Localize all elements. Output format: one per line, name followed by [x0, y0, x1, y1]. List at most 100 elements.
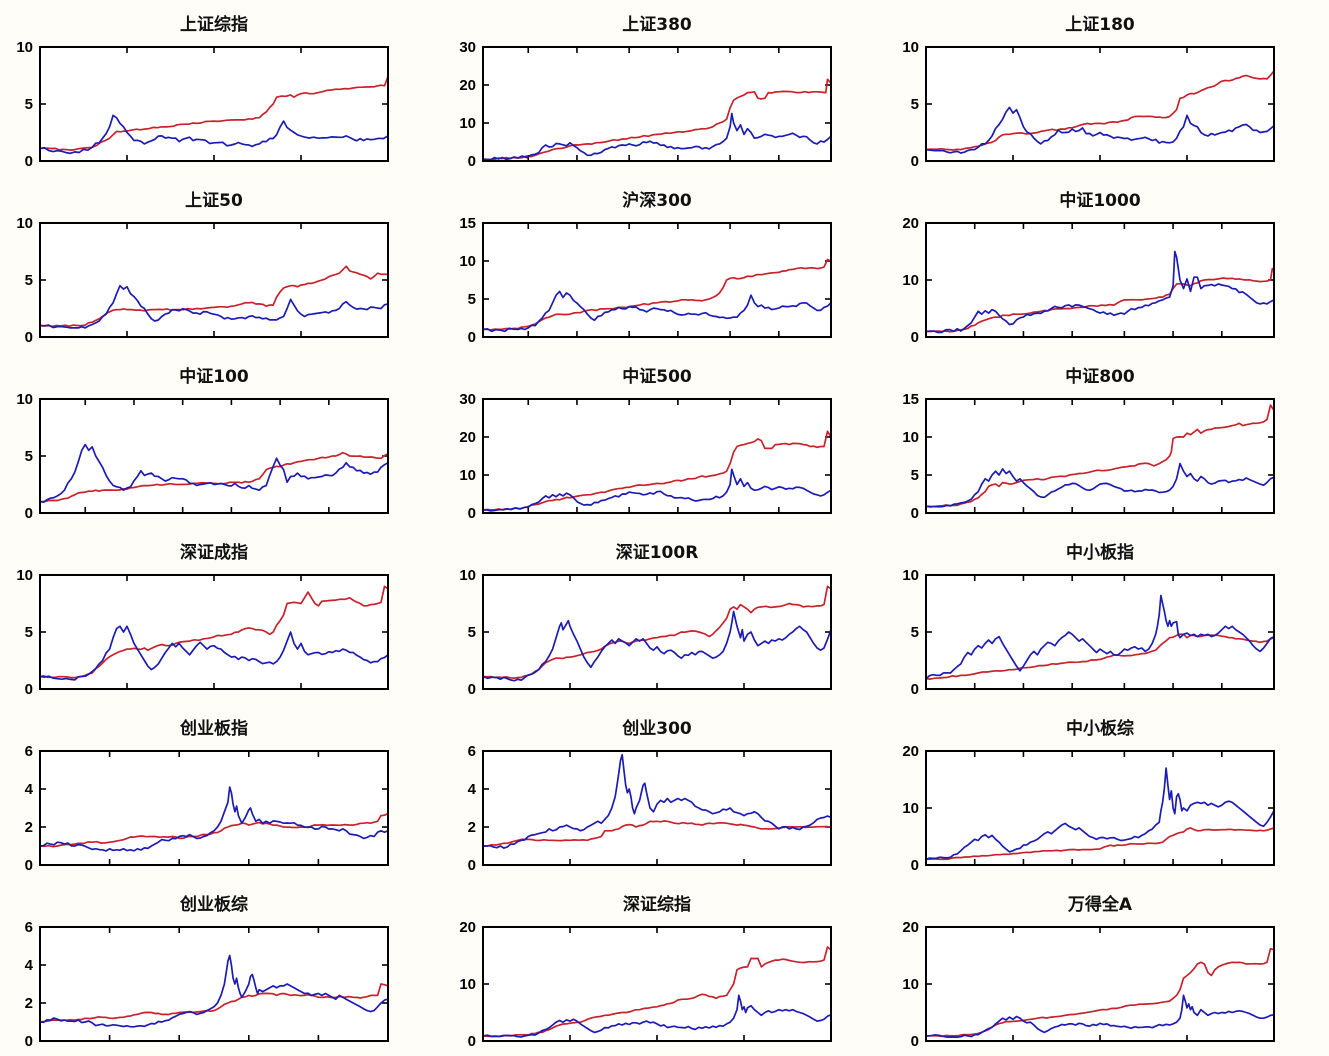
y-tick-label: 30: [459, 39, 476, 56]
chart-title: 沪深300: [622, 190, 692, 211]
subplot-3: 上证180 0 5 10: [886, 0, 1329, 176]
y-tick-label: 30: [459, 391, 476, 408]
red-line: [482, 820, 832, 847]
chart-canvas: 万得全A 0 10 20: [902, 894, 1275, 1050]
axis-box: [39, 750, 389, 866]
y-tick-label: 10: [459, 976, 476, 993]
chart-title: 万得全A: [1067, 894, 1133, 915]
chart-canvas: 中证100 0 5 10: [16, 366, 389, 522]
blue-line: [39, 284, 389, 329]
blue-line: [482, 610, 832, 682]
chart-canvas: 中证800 0 5 10 15: [902, 366, 1275, 522]
chart-canvas: 上证180 0 5 10: [902, 15, 1275, 170]
chart-title: 中小板指: [1066, 542, 1134, 563]
y-tick-label: 5: [911, 467, 919, 484]
chart-title: 上证380: [622, 15, 692, 35]
red-line: [925, 827, 1275, 861]
y-tick-label: 10: [16, 215, 33, 232]
y-tick-label: 0: [25, 329, 33, 346]
subplot-5: 沪深300 0 5 10 15: [443, 176, 886, 352]
subplot-8: 中证500 0 10 20 30: [443, 352, 886, 528]
y-tick-label: 10: [459, 115, 476, 132]
chart-canvas: 沪深300 0 5 10 15: [459, 190, 832, 346]
axis-box: [482, 926, 832, 1042]
axis-box: [925, 398, 1275, 514]
blue-line: [482, 112, 832, 161]
chart-title: 创业板指: [179, 718, 248, 739]
y-tick-label: 15: [902, 391, 919, 408]
chart-title: 上证50: [185, 191, 243, 211]
subplot-4: 上证50 0 5 10: [0, 176, 443, 352]
y-tick-label: 10: [902, 800, 919, 817]
subplot-14: 创业300 0 2 4 6: [443, 704, 886, 880]
axis-box: [482, 398, 832, 514]
chart-canvas: 深证100R 0 5 10: [459, 542, 832, 698]
blue-line: [925, 767, 1275, 861]
chart-title: 中小板综: [1066, 718, 1134, 739]
y-tick-label: 20: [902, 743, 919, 760]
blue-line: [39, 625, 389, 681]
red-line: [39, 983, 389, 1023]
blue-line: [925, 594, 1275, 680]
plot-area: [40, 575, 388, 689]
y-tick-label: 0: [25, 505, 33, 522]
subplot-11: 深证100R 0 5 10: [443, 528, 886, 704]
red-line: [482, 430, 832, 511]
axis-box: [39, 574, 389, 690]
blue-line: [925, 462, 1275, 508]
chart-canvas: 深证综指 0 10 20: [459, 894, 832, 1050]
chart-title: 深证100R: [616, 542, 699, 563]
subplot-9: 中证800 0 5 10 15: [886, 352, 1329, 528]
blue-line: [482, 468, 832, 512]
chart-title: 深证成指: [180, 542, 248, 563]
chart-title: 上证综指: [180, 14, 248, 35]
y-tick-label: 10: [902, 39, 919, 56]
plot-area: [483, 399, 831, 513]
axis-box: [925, 46, 1275, 162]
chart-title: 上证180: [1065, 15, 1135, 35]
subplot-10: 深证成指 0 5 10: [0, 528, 443, 704]
y-tick-label: 5: [25, 96, 33, 113]
y-tick-label: 6: [468, 743, 476, 760]
chart-canvas: 中证500 0 10 20 30: [459, 366, 832, 522]
y-tick-label: 10: [16, 39, 33, 56]
y-tick-label: 10: [459, 253, 476, 270]
y-tick-label: 4: [468, 781, 477, 798]
blue-line: [39, 786, 389, 852]
axis-box: [482, 46, 832, 162]
y-tick-label: 6: [25, 919, 33, 936]
y-tick-label: 0: [911, 329, 919, 346]
y-tick-label: 5: [468, 624, 476, 641]
blue-line: [482, 290, 832, 333]
y-tick-label: 20: [902, 215, 919, 232]
y-tick-label: 5: [911, 624, 919, 641]
blue-line: [925, 994, 1275, 1039]
plot-area: [926, 751, 1274, 865]
y-tick-label: 10: [902, 429, 919, 446]
y-tick-label: 0: [25, 681, 33, 698]
subplot-2: 上证380 0 10 20 30: [443, 0, 886, 176]
axis-box: [925, 222, 1275, 338]
plot-area: [483, 575, 831, 689]
y-tick-label: 0: [468, 1033, 476, 1050]
y-tick-label: 5: [468, 291, 476, 308]
plot-area: [926, 399, 1274, 513]
subplot-15: 中小板综 0 10 20: [886, 704, 1329, 880]
plot-area: [483, 927, 831, 1041]
chart-canvas: 上证50 0 5 10: [16, 191, 389, 346]
subplot-17: 深证综指 0 10 20: [443, 880, 886, 1056]
plot-area: [926, 223, 1274, 337]
plot-area: [483, 47, 831, 161]
y-tick-label: 10: [459, 567, 476, 584]
blue-line: [482, 753, 832, 849]
axis-box: [39, 222, 389, 338]
y-tick-label: 6: [25, 743, 33, 760]
chart-title: 中证800: [1065, 366, 1135, 387]
y-tick-label: 0: [468, 857, 476, 874]
y-tick-label: 2: [468, 819, 476, 836]
y-tick-label: 20: [459, 919, 476, 936]
axis-box: [482, 750, 832, 866]
subplot-1: 上证综指 0 5 10: [0, 0, 443, 176]
blue-line: [39, 443, 389, 504]
y-tick-label: 10: [459, 467, 476, 484]
